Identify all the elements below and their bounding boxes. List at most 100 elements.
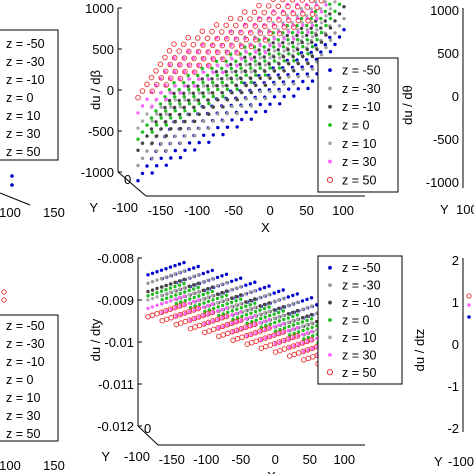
top-middle-point	[254, 83, 258, 88]
bottom-middle-point	[168, 282, 173, 286]
bottom-middle-point	[305, 314, 309, 318]
top-right-z-tick-label: 500	[437, 46, 459, 61]
bottom-middle-point	[177, 262, 182, 266]
bottom-middle-point	[231, 317, 235, 321]
top-middle-point	[207, 112, 211, 116]
top-middle-point	[202, 119, 206, 124]
bottom-middle-point	[159, 276, 164, 281]
bottom-middle-point	[206, 270, 210, 274]
top-middle-point	[324, 33, 328, 37]
bottom-middle-point	[296, 334, 300, 338]
bottom-middle-point	[291, 302, 295, 306]
top-middle-point	[177, 75, 184, 82]
top-middle-point	[306, 30, 310, 34]
bottom-middle-point	[174, 314, 178, 318]
top-middle-point	[310, 21, 314, 25]
top-middle-point	[337, 24, 342, 28]
bottom-left-legend-label: z = -10	[6, 355, 45, 369]
top-middle-point	[211, 70, 215, 75]
bottom-middle-y-tick-label: -100	[124, 449, 150, 464]
bottom-middle-point	[150, 296, 155, 301]
bottom-middle-point	[173, 263, 177, 268]
bottom-middle-point	[273, 333, 277, 337]
bottom-middle-point	[192, 308, 196, 312]
bottom-middle-point	[155, 291, 159, 295]
bottom-middle-point	[277, 315, 281, 319]
bottom-middle-point	[258, 295, 262, 300]
bottom-middle-point	[195, 305, 201, 312]
top-middle-point	[207, 91, 211, 95]
top-middle-point	[268, 56, 272, 60]
top-middle-point	[200, 55, 207, 62]
bottom-middle-point	[244, 283, 248, 287]
top-middle-point	[136, 126, 140, 130]
top-middle-point	[136, 163, 140, 168]
bottom-middle-point	[262, 306, 267, 311]
bottom-middle-point	[296, 321, 300, 326]
top-left-x-tick-label: 100	[0, 205, 21, 220]
top-middle-point	[173, 105, 177, 110]
bottom-middle-point	[183, 290, 187, 294]
bottom-left-point	[1, 297, 7, 303]
top-middle-point	[278, 66, 282, 70]
top-middle-point	[276, 38, 280, 42]
bottom-middle-point	[300, 316, 305, 320]
top-middle-point	[191, 91, 195, 95]
top-middle-point	[258, 62, 262, 66]
bottom-middle-point	[267, 284, 271, 288]
top-middle-point	[277, 62, 281, 66]
top-middle-point	[249, 80, 253, 84]
top-middle-point	[182, 95, 186, 99]
bottom-middle-point	[286, 303, 290, 308]
bottom-middle-point	[215, 296, 220, 301]
bottom-middle-point	[212, 319, 216, 323]
bottom-middle-point	[215, 300, 220, 305]
top-middle-point	[238, 43, 245, 49]
bottom-middle-point	[239, 276, 243, 280]
top-middle-point	[333, 42, 337, 47]
bottom-middle-point	[306, 348, 310, 352]
top-middle-point	[309, 0, 315, 4]
top-middle-point	[258, 89, 262, 94]
bottom-middle-z-tick-label: -0.009	[97, 293, 134, 308]
bottom-middle-point	[300, 299, 305, 303]
top-middle-point	[209, 42, 216, 49]
bottom-middle-point	[173, 272, 177, 276]
top-middle-point	[216, 63, 220, 68]
top-middle-point	[155, 112, 159, 116]
top-middle-point	[242, 22, 249, 29]
top-middle-point	[195, 48, 202, 55]
bottom-middle-point	[206, 328, 212, 334]
top-middle-point	[155, 134, 159, 138]
bottom-middle-point	[272, 316, 276, 320]
top-middle-point	[305, 33, 309, 38]
top-middle-point	[263, 83, 268, 88]
bottom-middle-point	[272, 312, 276, 316]
top-middle-point	[247, 29, 254, 36]
top-middle-point	[323, 9, 327, 14]
top-middle-point	[150, 119, 154, 123]
bottom-middle-point	[305, 297, 309, 302]
top-middle-point	[220, 77, 224, 81]
top-middle-point	[265, 3, 272, 9]
bottom-middle-point	[301, 341, 305, 345]
top-middle-point	[272, 95, 277, 99]
bottom-middle-point	[192, 266, 196, 270]
top-middle-point	[337, 35, 342, 39]
bottom-middle-point	[286, 328, 290, 333]
top-middle-point	[290, 40, 295, 45]
bottom-middle-point	[225, 302, 229, 306]
bottom-middle-point	[297, 330, 301, 334]
bottom-middle-point	[291, 310, 295, 314]
bottom-middle-point	[268, 322, 272, 326]
top-middle-point	[305, 47, 309, 52]
bottom-middle-point	[267, 301, 271, 305]
bottom-middle-point	[202, 313, 206, 318]
bottom-middle-point	[277, 319, 281, 323]
top-middle-point	[192, 70, 196, 74]
bottom-middle-point	[220, 274, 224, 278]
bottom-middle-x-tick-label: 100	[333, 452, 355, 467]
bottom-middle-point	[258, 345, 265, 351]
bottom-middle-point	[221, 316, 225, 320]
bottom-middle-point	[267, 309, 271, 313]
